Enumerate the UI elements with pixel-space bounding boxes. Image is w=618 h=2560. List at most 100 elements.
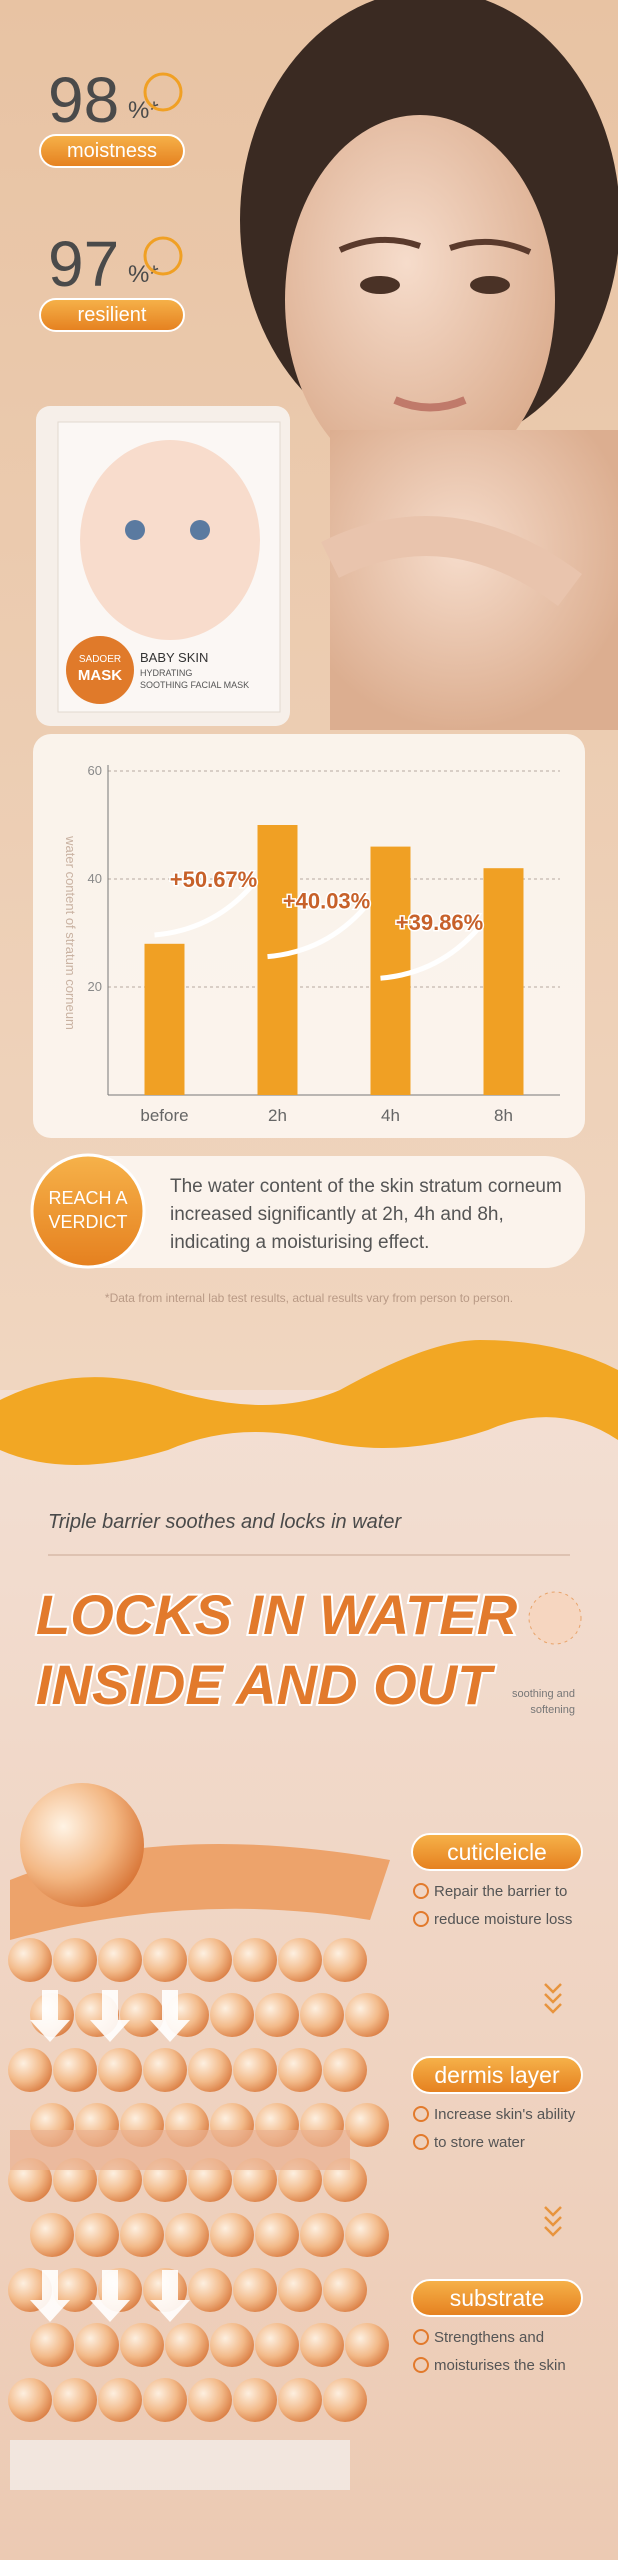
bead [165,2323,209,2367]
verdict-text: increased significantly at 2h, 4h and 8h… [170,1204,504,1225]
verdict-badge: VERDICT [48,1212,127,1232]
badge-note: softening [530,1704,575,1716]
bead [143,1938,187,1982]
disclaimer: *Data from internal lab test results, ac… [105,1291,513,1305]
bar [144,943,185,1095]
layer-point: moisturises the skin [434,2357,566,2374]
x-tick-label: 8h [494,1106,513,1125]
stat-suffix: %* [128,97,159,124]
bead [120,2323,164,2367]
bead [98,2378,142,2422]
bar [370,846,411,1095]
y-tick-label: 60 [88,763,102,778]
bead [278,2048,322,2092]
dermis-band [10,2130,350,2170]
layer-title: substrate [450,2285,545,2311]
bead [53,2378,97,2422]
bead [8,1938,52,1982]
down-arrow [150,1990,190,2042]
bead [53,2048,97,2092]
x-tick-label: before [140,1106,188,1125]
bead [278,2378,322,2422]
bead [300,2323,344,2367]
bead [53,1938,97,1982]
bead [98,1938,142,1982]
bead [188,1938,232,1982]
bead [143,2378,187,2422]
arrow [380,926,481,981]
model-illustration [240,0,618,730]
stat-value: 98 [48,64,119,136]
headline-line: LOCKS IN WATER [36,1583,518,1646]
bead [345,2103,389,2147]
product-line: SOOTHING FACIAL MASK [140,680,249,690]
bead [300,1993,344,2037]
badge-note: soothing and [512,1688,575,1700]
bead [345,2323,389,2367]
down-arrow [90,1990,130,2042]
product-line: BABY SKIN [140,650,208,665]
bead [75,2213,119,2257]
bead [210,2323,254,2367]
bead [143,2048,187,2092]
y-tick-label: 20 [88,979,102,994]
down-arrow [30,2270,70,2322]
x-tick-label: 4h [381,1106,400,1125]
headline-line: INSIDE AND OUT [36,1653,496,1716]
bead [323,2048,367,2092]
chart: 20 40 60 before 2h 4h 8h +50.67% +40.03% +39.86% [88,763,560,1125]
y-axis-label: water content of stratum corneum [63,835,78,1030]
verdict: REACH A VERDICT The water content of the… [30,1153,585,1269]
stat-block: 98 %* moistness 97 %* resilient [39,64,185,332]
brand: SADOER [79,654,121,665]
product-name: MASK [78,667,122,684]
stat-label: moistness [67,140,157,162]
chevron [544,2226,562,2237]
bead [188,2268,232,2312]
headline: LOCKS IN WATER INSIDE AND OUT [34,1581,520,1718]
verdict-text: The water content of the skin stratum co… [170,1176,562,1197]
bead [8,2048,52,2092]
arrow [267,904,368,960]
bead [323,2268,367,2312]
arrow [154,883,255,938]
bead [233,2378,277,2422]
bar [483,868,524,1095]
bead [165,2213,209,2257]
layer-point: to store water [434,2134,525,2151]
check-icon [413,2329,429,2345]
annotation: +39.86% [396,910,483,935]
bead [210,2213,254,2257]
bead [75,2323,119,2367]
bead [345,2213,389,2257]
stat-value: 97 [48,228,119,300]
bead [233,1938,277,1982]
layer-point: Increase skin's ability [434,2106,576,2123]
face-icon [528,1591,582,1645]
bead [255,2323,299,2367]
bead [345,1993,389,2037]
stat-suffix: %* [128,261,159,288]
bead [188,2378,232,2422]
x-tick-label: 2h [268,1106,287,1125]
down-arrow [90,2270,130,2322]
bead [233,2048,277,2092]
verdict-text: indicating a moisturising effect. [170,1232,429,1253]
bead [120,2213,164,2257]
chevron [544,1983,562,1994]
product-line: HYDRATING [140,668,192,678]
wave [0,1340,618,1465]
bead [8,2378,52,2422]
layer-pill [411,2056,583,2094]
bar [257,825,298,1095]
bead [233,2268,277,2312]
bead [98,2048,142,2092]
layer-pill [411,1833,583,1871]
layer-point: Strengthens and [434,2329,544,2346]
layer-title: dermis layer [434,2062,560,2088]
layers-illustration [8,1783,390,2490]
check-icon [413,2134,429,2150]
bead [323,2378,367,2422]
down-arrow [30,1990,70,2042]
